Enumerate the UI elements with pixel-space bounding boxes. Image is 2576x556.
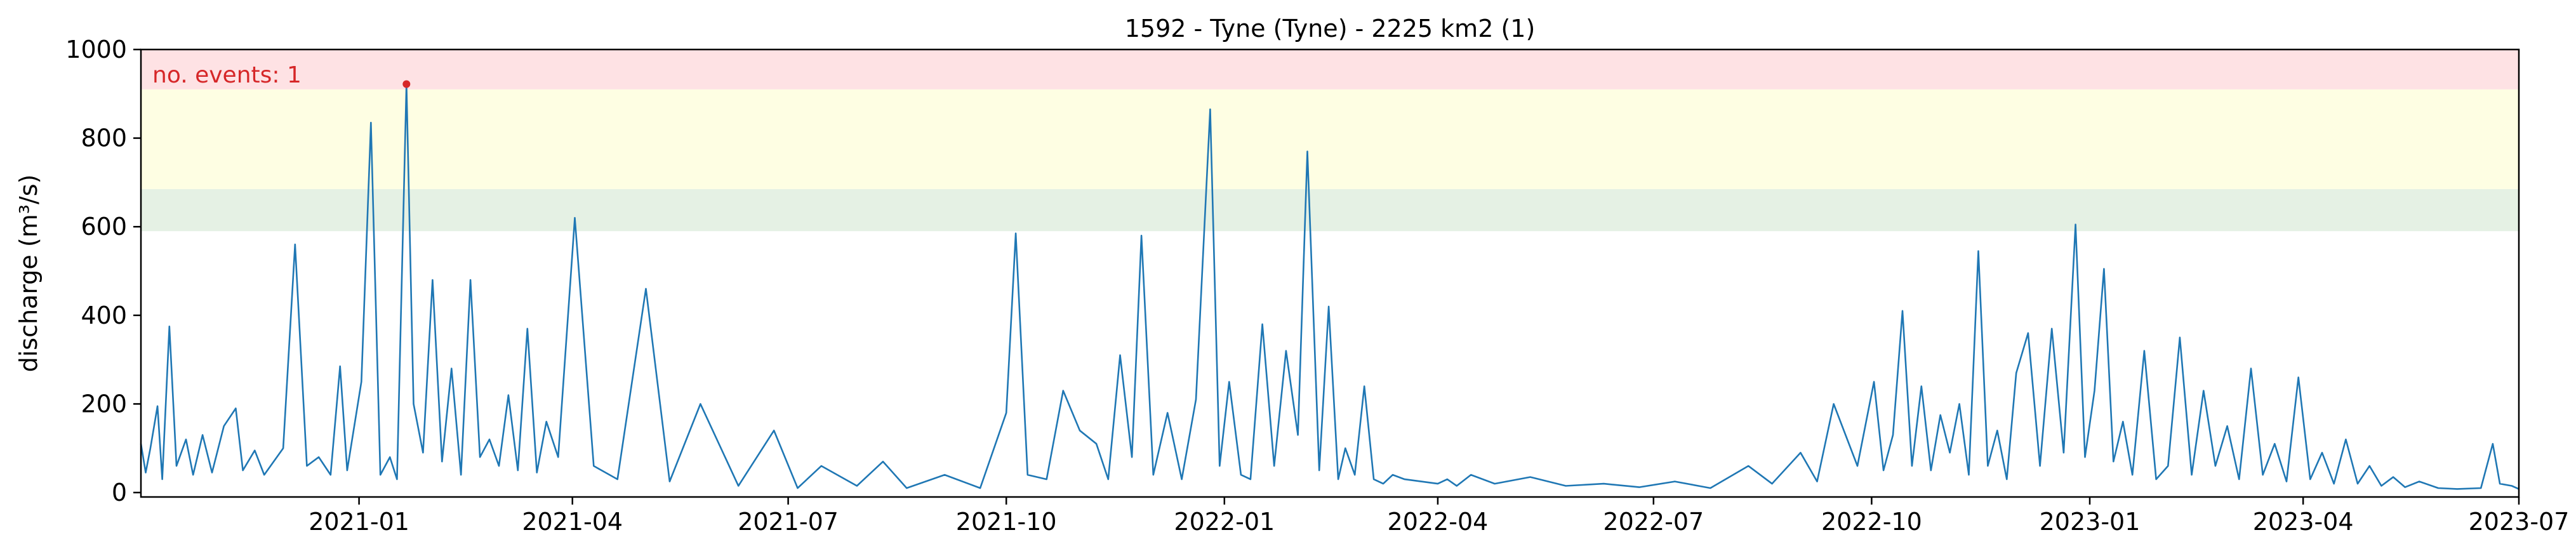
- y-axis-ticks: 0 200 400 600 800 1000: [65, 36, 141, 506]
- threshold-bands: [141, 50, 2519, 232]
- event-marker-layer: [402, 80, 411, 88]
- x-tick-label-2: 2021-07: [738, 508, 839, 536]
- series-layer: [140, 83, 2520, 490]
- event-marker: [402, 80, 411, 88]
- y-axis-title: discharge (m³/s): [15, 175, 43, 373]
- x-tick-label-0: 2021-01: [309, 508, 409, 536]
- x-tick-label-7: 2022-10: [1821, 508, 1922, 536]
- series-line-0: [140, 83, 2520, 490]
- x-tick-label-8: 2023-01: [2040, 508, 2141, 536]
- plot-frame: [140, 48, 2520, 498]
- chart-title: 1592 - Tyne (Tyne) - 2225 km2 (1): [1125, 15, 1536, 43]
- x-tick-label-5: 2022-04: [1388, 508, 1489, 536]
- event-count-annotation: no. events: 1: [152, 62, 302, 88]
- x-tick-label-1: 2021-04: [522, 508, 623, 536]
- y-tick-label-0: 0: [112, 479, 127, 506]
- y-tick-label-2: 400: [81, 301, 127, 329]
- x-tick-label-10: 2023-07: [2469, 508, 2570, 536]
- y-tick-label-5: 1000: [65, 36, 127, 63]
- threshold-band-1: [141, 89, 2519, 189]
- x-tick-label-9: 2023-04: [2253, 508, 2354, 536]
- x-tick-label-4: 2022-01: [1174, 508, 1275, 536]
- x-tick-label-6: 2022-07: [1603, 508, 1704, 536]
- y-tick-label-1: 200: [81, 390, 127, 418]
- y-tick-label-4: 800: [81, 124, 127, 152]
- y-tick-label-3: 600: [81, 213, 127, 241]
- threshold-band-0: [141, 189, 2519, 232]
- x-tick-label-3: 2021-10: [956, 508, 1057, 536]
- threshold-band-2: [141, 50, 2519, 89]
- x-axis-ticks: 2021-01 2021-04 2021-07 2021-10 2022-01 2022-…: [309, 497, 2569, 536]
